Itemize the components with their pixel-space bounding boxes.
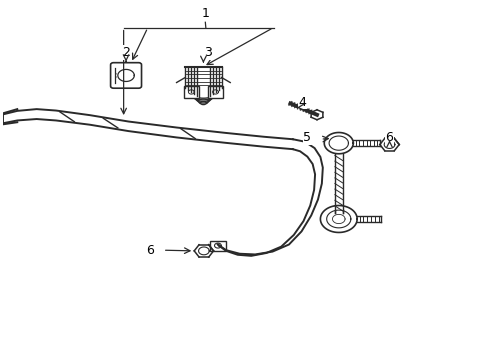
FancyBboxPatch shape [207, 86, 223, 98]
Text: 4: 4 [298, 95, 306, 108]
Text: 6: 6 [146, 244, 154, 257]
Text: 6: 6 [385, 131, 393, 144]
FancyBboxPatch shape [209, 240, 225, 251]
FancyBboxPatch shape [110, 63, 141, 88]
Text: 2: 2 [122, 46, 130, 59]
Text: 5: 5 [303, 131, 311, 144]
Text: 1: 1 [202, 7, 209, 20]
Text: 3: 3 [204, 46, 212, 59]
FancyBboxPatch shape [183, 86, 199, 98]
